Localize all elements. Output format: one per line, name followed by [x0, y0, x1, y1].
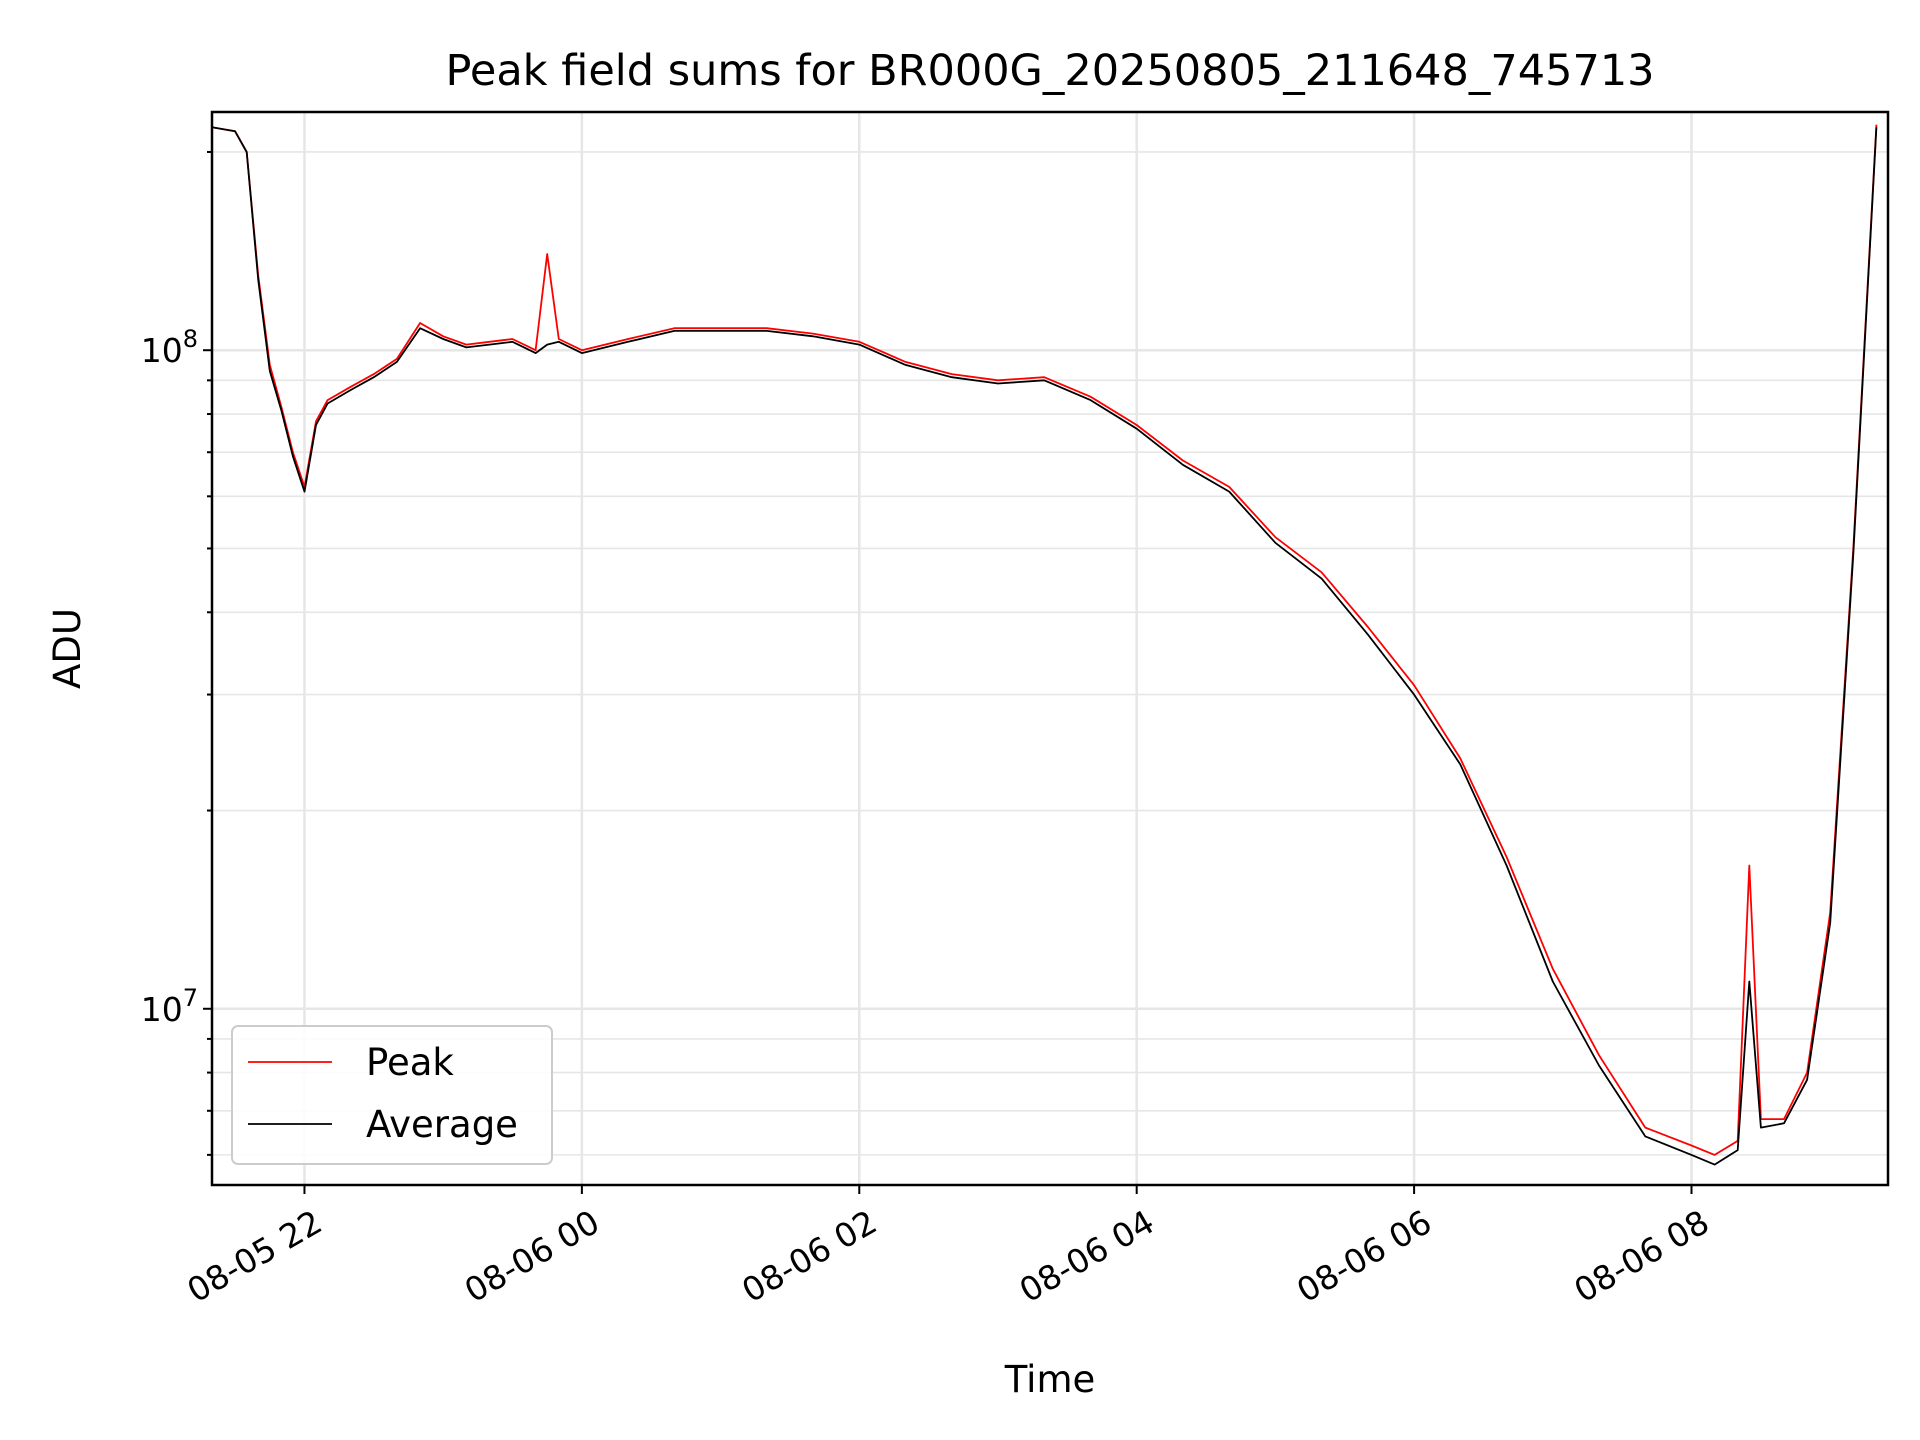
legend-box: [231, 1025, 553, 1165]
plot-frame: [210, 110, 1890, 1187]
y-tick-label-exponent: 8: [183, 325, 198, 353]
legend: Peak Average: [231, 1025, 553, 1165]
y-tick-label-base: 10: [141, 990, 183, 1029]
y-axis-label: ADU: [46, 608, 89, 689]
x-axis-label: Time: [1004, 1358, 1096, 1401]
chart-title: Peak field sums for BR000G_20250805_2116…: [445, 46, 1654, 96]
y-tick-label-exponent: 7: [183, 984, 198, 1012]
y-tick-label: 108: [141, 325, 198, 370]
legend-label-average: Average: [366, 1103, 518, 1146]
legend-label-peak: Peak: [366, 1041, 454, 1084]
series-line-peak: [211, 124, 1878, 1156]
series-layer: [211, 124, 1878, 1166]
y-tick-label: 107: [141, 984, 198, 1029]
y-tick-label-base: 10: [141, 331, 183, 370]
series-line-average: [211, 126, 1878, 1166]
